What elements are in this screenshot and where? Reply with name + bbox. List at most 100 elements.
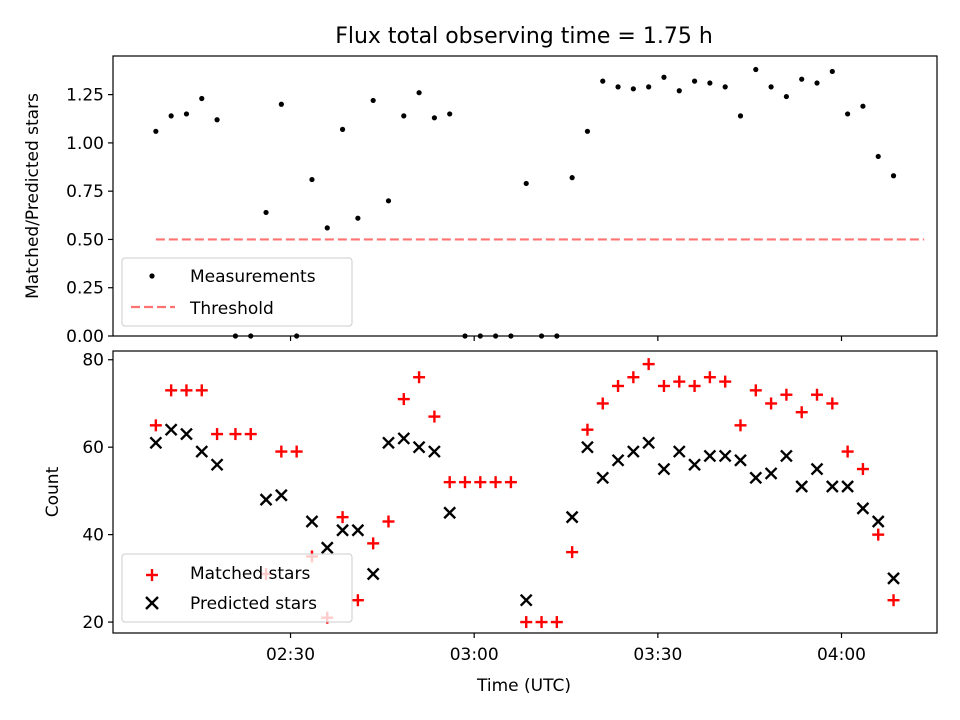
measurement-point (799, 76, 805, 82)
measurement-point (370, 97, 376, 104)
measurement-point (615, 84, 621, 90)
measurement-point (416, 90, 422, 96)
measurement-point (447, 111, 453, 117)
predicted-star-point (397, 432, 411, 445)
top-y-tick-label: 0.75 (66, 182, 104, 202)
predicted-star-point (627, 445, 640, 458)
predicted-star-point (149, 436, 163, 450)
legend-matched-marker (146, 569, 158, 581)
measurement-point (309, 176, 315, 183)
predicted-star-point (305, 515, 319, 528)
predicted-star-point (703, 449, 717, 463)
matched-star-point (872, 528, 885, 541)
measurement-point (768, 84, 774, 90)
matched-star-point (581, 423, 594, 436)
legend-measurements-marker (149, 273, 155, 279)
predicted-star-point (780, 449, 793, 463)
matched-star-point (290, 445, 303, 458)
top-y-tick-label: 1.25 (66, 86, 104, 106)
matched-star-point (688, 379, 701, 392)
matched-star-point (642, 358, 655, 371)
predicted-star-point (764, 467, 778, 480)
matched-star-point (780, 388, 793, 401)
predicted-star-point (657, 462, 671, 476)
measurement-point (722, 84, 728, 90)
legend-predicted-label: Predicted stars (190, 594, 317, 614)
matched-star-point (229, 428, 242, 441)
matched-star-point (627, 371, 640, 384)
predicted-star-point (856, 502, 870, 515)
predicted-star-point (795, 480, 809, 493)
predicted-star-point (382, 436, 395, 450)
matched-star-point (428, 410, 441, 423)
measurement-point (676, 88, 682, 94)
legend-measurements-label: Measurements (190, 267, 316, 287)
predicted-star-point (210, 458, 224, 472)
predicted-star-point (428, 445, 441, 458)
measurement-point (199, 95, 205, 102)
predicted-star-point (581, 440, 594, 454)
measurement-point (875, 153, 881, 160)
measurement-point (753, 66, 759, 73)
predicted-star-point (749, 471, 763, 485)
measurement-point (214, 117, 220, 123)
measurement-point (661, 74, 667, 80)
top-marks (153, 66, 925, 339)
legend-matched-label: Matched stars (190, 564, 310, 584)
matched-star-point (826, 397, 839, 410)
matched-star-point (550, 616, 563, 629)
matched-star-point (749, 384, 762, 397)
predicted-star-point (887, 572, 900, 585)
matched-star-point (596, 397, 609, 410)
measurement-point (183, 111, 190, 117)
matched-star-point (673, 375, 686, 388)
predicted-star-point (672, 445, 686, 458)
predicted-star-point (871, 515, 885, 528)
matched-star-point (734, 419, 747, 432)
matched-star-point (566, 546, 579, 559)
bottom-axes-frame (112, 350, 938, 634)
matched-star-point (504, 476, 517, 489)
predicted-star-point (642, 436, 656, 450)
predicted-star-point (195, 445, 209, 458)
matched-star-point (413, 371, 426, 384)
bottom-x-tick-label: 03:30 (633, 645, 682, 665)
predicted-star-point (275, 488, 288, 502)
measurement-point (707, 80, 713, 86)
measurement-point (783, 93, 790, 100)
measurement-point (737, 113, 744, 119)
matched-star-point (520, 616, 533, 629)
matched-star-point (795, 406, 808, 419)
measurement-point (168, 113, 174, 119)
predicted-star-point (718, 449, 732, 463)
bottom-x-tick-label: 04:00 (817, 645, 866, 665)
top-x-axis (289, 336, 843, 341)
top-panel: 0.00 0.25 0.50 0.75 1.00 1.25 Matched/Predict… (23, 55, 938, 347)
measurement-point (584, 128, 591, 134)
predicted-star-point (259, 493, 273, 506)
measurement-point (431, 115, 437, 121)
predicted-star-point (366, 567, 380, 581)
predicted-star-point (351, 523, 365, 537)
matched-star-point (887, 594, 900, 607)
matched-star-point (149, 419, 162, 432)
bottom-legend: Matched stars Predicted stars (121, 553, 353, 623)
predicted-star-point (825, 480, 839, 493)
matched-star-point (856, 463, 869, 476)
matched-star-point (811, 388, 824, 401)
measurement-point (355, 215, 361, 221)
predicted-star-point (810, 462, 824, 476)
measurement-point (814, 80, 820, 86)
matched-star-point (474, 476, 487, 489)
measurement-point (646, 84, 652, 90)
predicted-star-point (841, 480, 854, 493)
measurement-point (153, 128, 159, 134)
predicted-star-point (320, 541, 334, 555)
measurement-point (385, 198, 392, 204)
predicted-star-point (336, 523, 349, 537)
measurement-point (860, 103, 866, 109)
matched-star-point (367, 537, 380, 550)
